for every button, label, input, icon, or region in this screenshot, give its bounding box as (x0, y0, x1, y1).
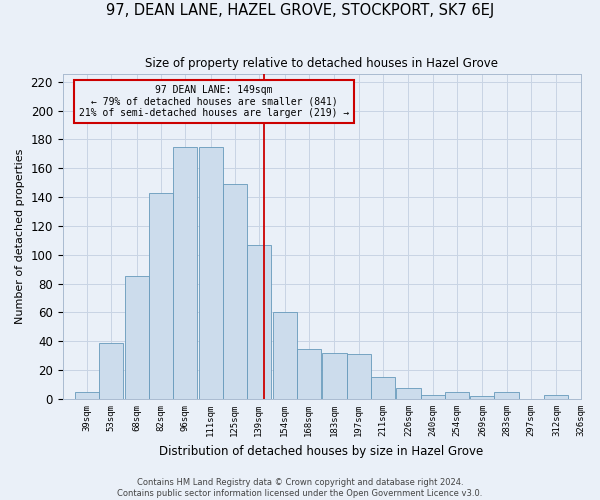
Bar (421, 394, 445, 399)
Text: 97 DEAN LANE: 149sqm
← 79% of detached houses are smaller (841)
21% of semi-deta: 97 DEAN LANE: 149sqm ← 79% of detached h… (79, 84, 349, 117)
Bar (199, 146, 223, 399)
Bar (445, 392, 469, 399)
Text: Contains HM Land Registry data © Crown copyright and database right 2024.
Contai: Contains HM Land Registry data © Crown c… (118, 478, 482, 498)
Bar (494, 392, 518, 399)
Bar (470, 396, 494, 399)
Bar (99, 343, 123, 399)
Bar (296, 348, 321, 399)
Bar (223, 184, 247, 399)
Bar (322, 353, 347, 399)
Bar (347, 354, 371, 399)
Title: Size of property relative to detached houses in Hazel Grove: Size of property relative to detached ho… (145, 58, 498, 70)
Bar (272, 312, 296, 399)
Bar (247, 244, 271, 399)
Bar (149, 192, 173, 399)
Bar (371, 378, 395, 399)
Bar (544, 394, 568, 399)
Bar (125, 276, 149, 399)
Bar (173, 146, 197, 399)
Bar (397, 388, 421, 399)
Bar (74, 392, 99, 399)
Text: 97, DEAN LANE, HAZEL GROVE, STOCKPORT, SK7 6EJ: 97, DEAN LANE, HAZEL GROVE, STOCKPORT, S… (106, 2, 494, 18)
Y-axis label: Number of detached properties: Number of detached properties (15, 149, 25, 324)
X-axis label: Distribution of detached houses by size in Hazel Grove: Distribution of detached houses by size … (160, 444, 484, 458)
